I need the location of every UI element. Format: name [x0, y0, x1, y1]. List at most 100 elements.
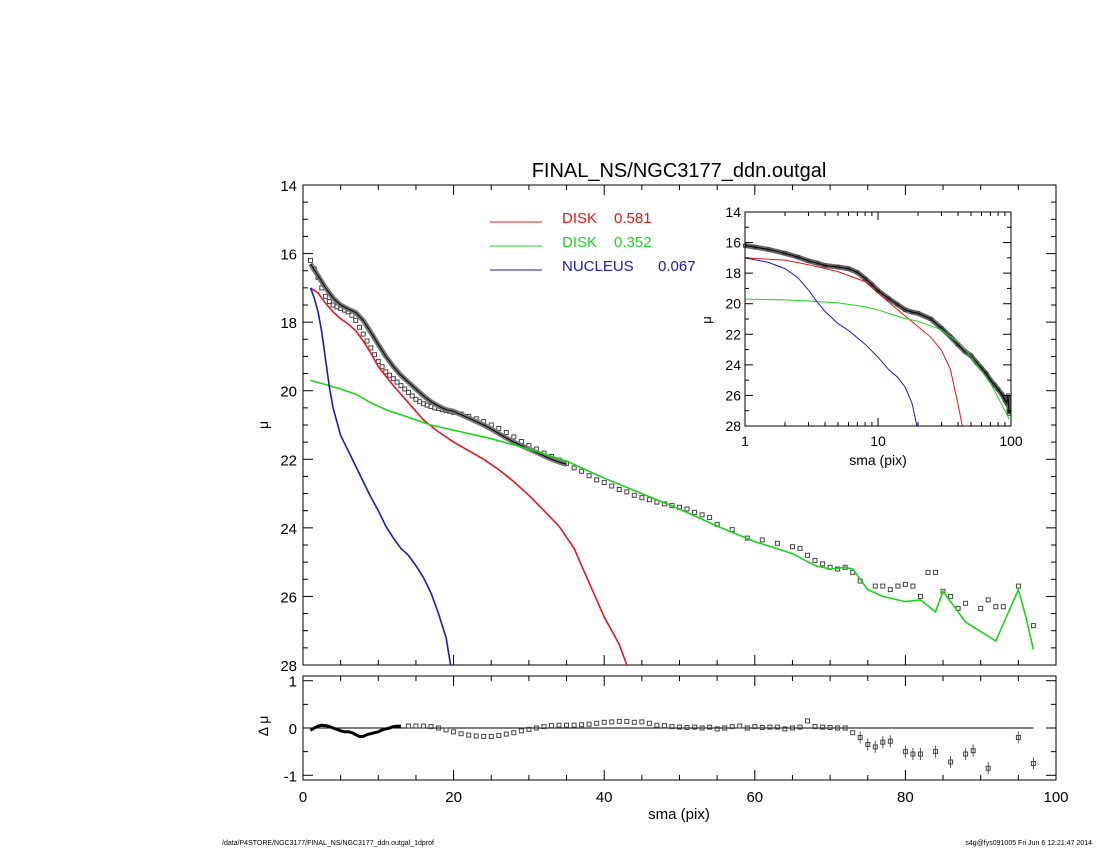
- residual-x-tick-label: 60: [746, 789, 763, 806]
- residual-marker: [443, 727, 449, 733]
- main-profile-marker: [624, 489, 630, 495]
- inset-x-axis-label: sma (pix): [849, 452, 907, 468]
- legend-label-nucleus: NUCLEUS: [562, 258, 634, 275]
- residual-marker: [782, 726, 788, 732]
- residual-marker: [496, 733, 502, 739]
- main-profile-marker: [895, 583, 901, 589]
- main-profile-marker: [1030, 623, 1036, 629]
- inset-y-tick-label: 22: [725, 326, 741, 342]
- main-nucleus-line: [309, 287, 452, 665]
- residual-marker: [722, 725, 728, 731]
- inset-y-tick-label: 14: [725, 204, 741, 220]
- residual-y-tick-label: 1: [289, 674, 297, 691]
- residual-marker: [933, 749, 938, 755]
- residual-marker: [699, 725, 705, 731]
- main-profile-marker: [646, 497, 652, 503]
- legend-value-disk-2: 0.352: [614, 234, 652, 251]
- main-y-axis-label: μ: [255, 421, 271, 429]
- main-profile-marker: [398, 383, 404, 389]
- legend: DISK 0.581 DISK 0.352 NUCLEUS 0.067: [490, 210, 696, 275]
- residual-marker: [451, 729, 457, 735]
- main-profile-marker: [631, 492, 637, 498]
- inset-model-total-line: [745, 245, 1010, 414]
- legend-value-disk-1: 0.581: [614, 210, 652, 227]
- main-profile-marker: [353, 317, 359, 323]
- footer-file-path: /data/P4STORE/NGC3177/FINAL_NS/NGC3177_d…: [222, 840, 434, 847]
- inset-profile-marker: [984, 371, 989, 376]
- residual-marker: [586, 721, 592, 727]
- residual-marker: [1030, 761, 1036, 766]
- main-profile-marker: [364, 338, 370, 344]
- main-profile-marker: [993, 604, 999, 610]
- residual-marker: [436, 725, 441, 731]
- main-panel: 14 16 18 20 22 24 26 28 μ DISK 0.581 DISK 0.352…: [255, 178, 1057, 675]
- residual-marker: [609, 719, 615, 725]
- residual-y-tick-label: 0: [289, 721, 297, 738]
- main-profile-marker: [616, 487, 622, 492]
- main-profile-marker: [985, 597, 991, 603]
- main-profile-marker: [390, 376, 396, 382]
- residual-marker: [526, 726, 532, 732]
- main-axis-ticks: 14 16 18 20 22 24 26 28: [280, 178, 1057, 675]
- residual-marker: [729, 724, 735, 730]
- residual-marker: [887, 738, 893, 744]
- residual-x-tick-label: 20: [445, 789, 462, 806]
- inset-profile-marker: [988, 378, 993, 383]
- residual-marker: [654, 722, 660, 728]
- main-profile-marker: [918, 593, 923, 599]
- residual-marker: [948, 759, 954, 765]
- residual-marker: [631, 719, 637, 725]
- residual-marker: [865, 742, 871, 747]
- main-profile-marker: [409, 393, 415, 399]
- main-model-total-line: [310, 263, 567, 465]
- inset-nucleus-line: [745, 257, 918, 426]
- residual-marker: [692, 724, 698, 730]
- main-profile-marker: [1015, 583, 1021, 589]
- residual-marker: [902, 749, 908, 755]
- main-profile-marker: [571, 465, 577, 471]
- residual-marker: [872, 744, 878, 750]
- main-profile-marker: [707, 515, 713, 521]
- main-y-tick-label: 24: [280, 521, 297, 538]
- residual-marker: [624, 718, 630, 724]
- main-profile-marker: [948, 593, 954, 599]
- main-profile-marker: [1000, 604, 1006, 610]
- residual-marker: [842, 725, 848, 731]
- residual-marker: [601, 719, 607, 725]
- residual-marker: [759, 725, 765, 730]
- main-profile-marker: [402, 386, 408, 392]
- residual-marker: [744, 725, 750, 731]
- residual-marker: [850, 730, 856, 736]
- inset-y-tick-label: 26: [725, 387, 741, 403]
- main-profile-marker: [323, 293, 329, 299]
- main-profile-marker: [379, 364, 385, 370]
- main-profile-marker: [692, 509, 698, 515]
- main-profile-marker: [326, 299, 332, 305]
- main-y-tick-label: 26: [280, 589, 297, 606]
- residual-marker: [533, 725, 539, 731]
- residual-x-tick-label: 40: [596, 789, 613, 806]
- inset-y-tick-label: 16: [725, 235, 741, 251]
- x-axis-label: sma (pix): [648, 806, 710, 823]
- residual-marker: [549, 723, 554, 729]
- main-profile-marker: [594, 477, 600, 483]
- residual-marker: [458, 731, 464, 737]
- residual-marker: [669, 724, 675, 730]
- inset-panel: 14 16 18 20 22 24 26 281 10 100 sma (pix) μ: [699, 204, 1023, 468]
- main-y-tick-label: 22: [280, 452, 297, 469]
- residual-marker: [639, 719, 645, 725]
- inset-profile-marker: [948, 334, 953, 339]
- residual-marker: [797, 724, 803, 730]
- main-y-tick-label: 14: [280, 178, 297, 195]
- main-profile-marker: [820, 561, 826, 567]
- main-profile-marker: [812, 557, 818, 563]
- main-y-tick-label: 18: [280, 315, 297, 332]
- main-profile-marker: [387, 372, 393, 378]
- main-profile-marker: [699, 512, 705, 518]
- residual-marker: [579, 722, 585, 728]
- inset-profile-marker: [886, 296, 891, 301]
- inset-y-tick-label: 20: [725, 296, 741, 312]
- main-profile-marker: [978, 605, 984, 611]
